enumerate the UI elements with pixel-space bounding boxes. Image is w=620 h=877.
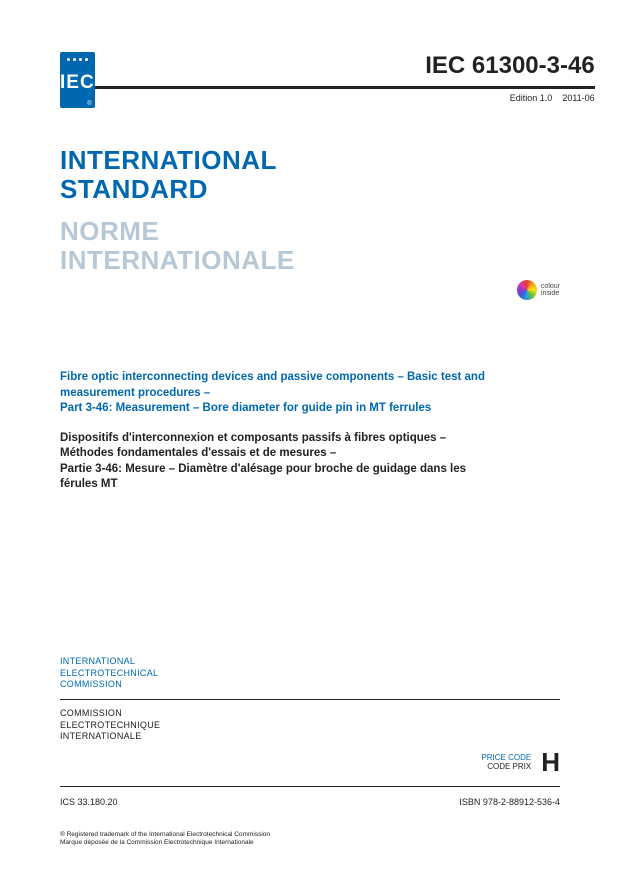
org-en-1: INTERNATIONAL — [60, 656, 135, 666]
price-block: PRICE CODE CODE PRIX H — [481, 747, 560, 778]
trademark-line2: Marque déposée de la Commission Electrot… — [60, 839, 254, 846]
header-row: IEC ® IEC 61300-3-46 Edition 1.0 2011-06 — [60, 52, 560, 108]
header-rule — [95, 86, 595, 89]
ics-row: ICS 33.180.20 ISBN 978-2-88912-536-4 — [60, 797, 560, 807]
title-french: NORME INTERNATIONALE — [60, 217, 560, 274]
desc-en-2: measurement procedures – — [60, 387, 210, 399]
description-french: Dispositifs d'interconnexion et composan… — [60, 431, 560, 493]
standard-number: IEC 61300-3-46 — [95, 52, 595, 80]
standard-number-block: IEC 61300-3-46 Edition 1.0 2011-06 — [95, 52, 595, 103]
document-cover: IEC ® IEC 61300-3-46 Edition 1.0 2011-06… — [0, 0, 620, 877]
org-french: COMMISSION ELECTROTECHNIQUE INTERNATIONA… — [60, 708, 560, 743]
org-fr-3: INTERNATIONALE — [60, 731, 142, 741]
logo-dots — [67, 58, 88, 61]
trademark-line1: ® Registered trademark of the Internatio… — [60, 831, 270, 838]
desc-fr-2: Méthodes fondamentales d'essais et de me… — [60, 447, 336, 459]
org-en-2: ELECTROTECHNICAL — [60, 668, 158, 678]
logo-registered-mark: ® — [87, 101, 91, 107]
title-en-line2: STANDARD — [60, 174, 208, 204]
edition-line: Edition 1.0 2011-06 — [95, 93, 595, 103]
colour-inside-badge: colour inside — [517, 280, 560, 300]
ics-code: ICS 33.180.20 — [60, 797, 118, 807]
title-english: INTERNATIONAL STANDARD — [60, 146, 560, 203]
title-fr-line1: NORME — [60, 216, 159, 246]
org-fr-2: ELECTROTECHNIQUE — [60, 720, 160, 730]
trademark-notice: ® Registered trademark of the Internatio… — [60, 831, 270, 847]
title-fr-line2: INTERNATIONALE — [60, 245, 295, 275]
main-title-block: INTERNATIONAL STANDARD NORME INTERNATION… — [60, 146, 560, 274]
org-fr-1: COMMISSION — [60, 708, 122, 718]
price-code-fr: CODE PRIX — [487, 762, 531, 771]
colour-wheel-icon — [517, 280, 537, 300]
title-en-line1: INTERNATIONAL — [60, 145, 277, 175]
org-en-3: COMMISSION — [60, 679, 122, 689]
price-letter: H — [541, 747, 560, 778]
org-english: INTERNATIONAL ELECTROTECHNICAL COMMISSIO… — [60, 656, 560, 691]
colour-line1: colour — [541, 283, 560, 290]
desc-fr-3: Partie 3-46: Mesure – Diamètre d'alésage… — [60, 463, 466, 475]
colour-line2: inside — [541, 290, 559, 297]
footer-rule-2 — [60, 786, 560, 787]
description-english: Fibre optic interconnecting devices and … — [60, 370, 560, 417]
isbn: ISBN 978-2-88912-536-4 — [459, 797, 560, 807]
footer-rule-1 — [60, 699, 560, 700]
logo-text: IEC — [60, 72, 95, 94]
desc-en-3: Part 3-46: Measurement – Bore diameter f… — [60, 402, 431, 414]
desc-fr-1: Dispositifs d'interconnexion et composan… — [60, 432, 446, 444]
desc-en-1: Fibre optic interconnecting devices and … — [60, 371, 485, 383]
desc-fr-4: férules MT — [60, 478, 118, 490]
iec-logo: IEC ® — [60, 52, 95, 108]
price-row: PRICE CODE CODE PRIX H — [60, 747, 560, 778]
description-block: Fibre optic interconnecting devices and … — [60, 370, 560, 493]
edition-date: 2011-06 — [562, 93, 594, 103]
edition-label: Edition 1.0 — [510, 93, 553, 103]
price-code-en: PRICE CODE — [481, 753, 531, 762]
colour-inside-text: colour inside — [541, 283, 560, 297]
price-labels: PRICE CODE CODE PRIX — [481, 754, 531, 772]
footer-block: INTERNATIONAL ELECTROTECHNICAL COMMISSIO… — [60, 656, 560, 807]
